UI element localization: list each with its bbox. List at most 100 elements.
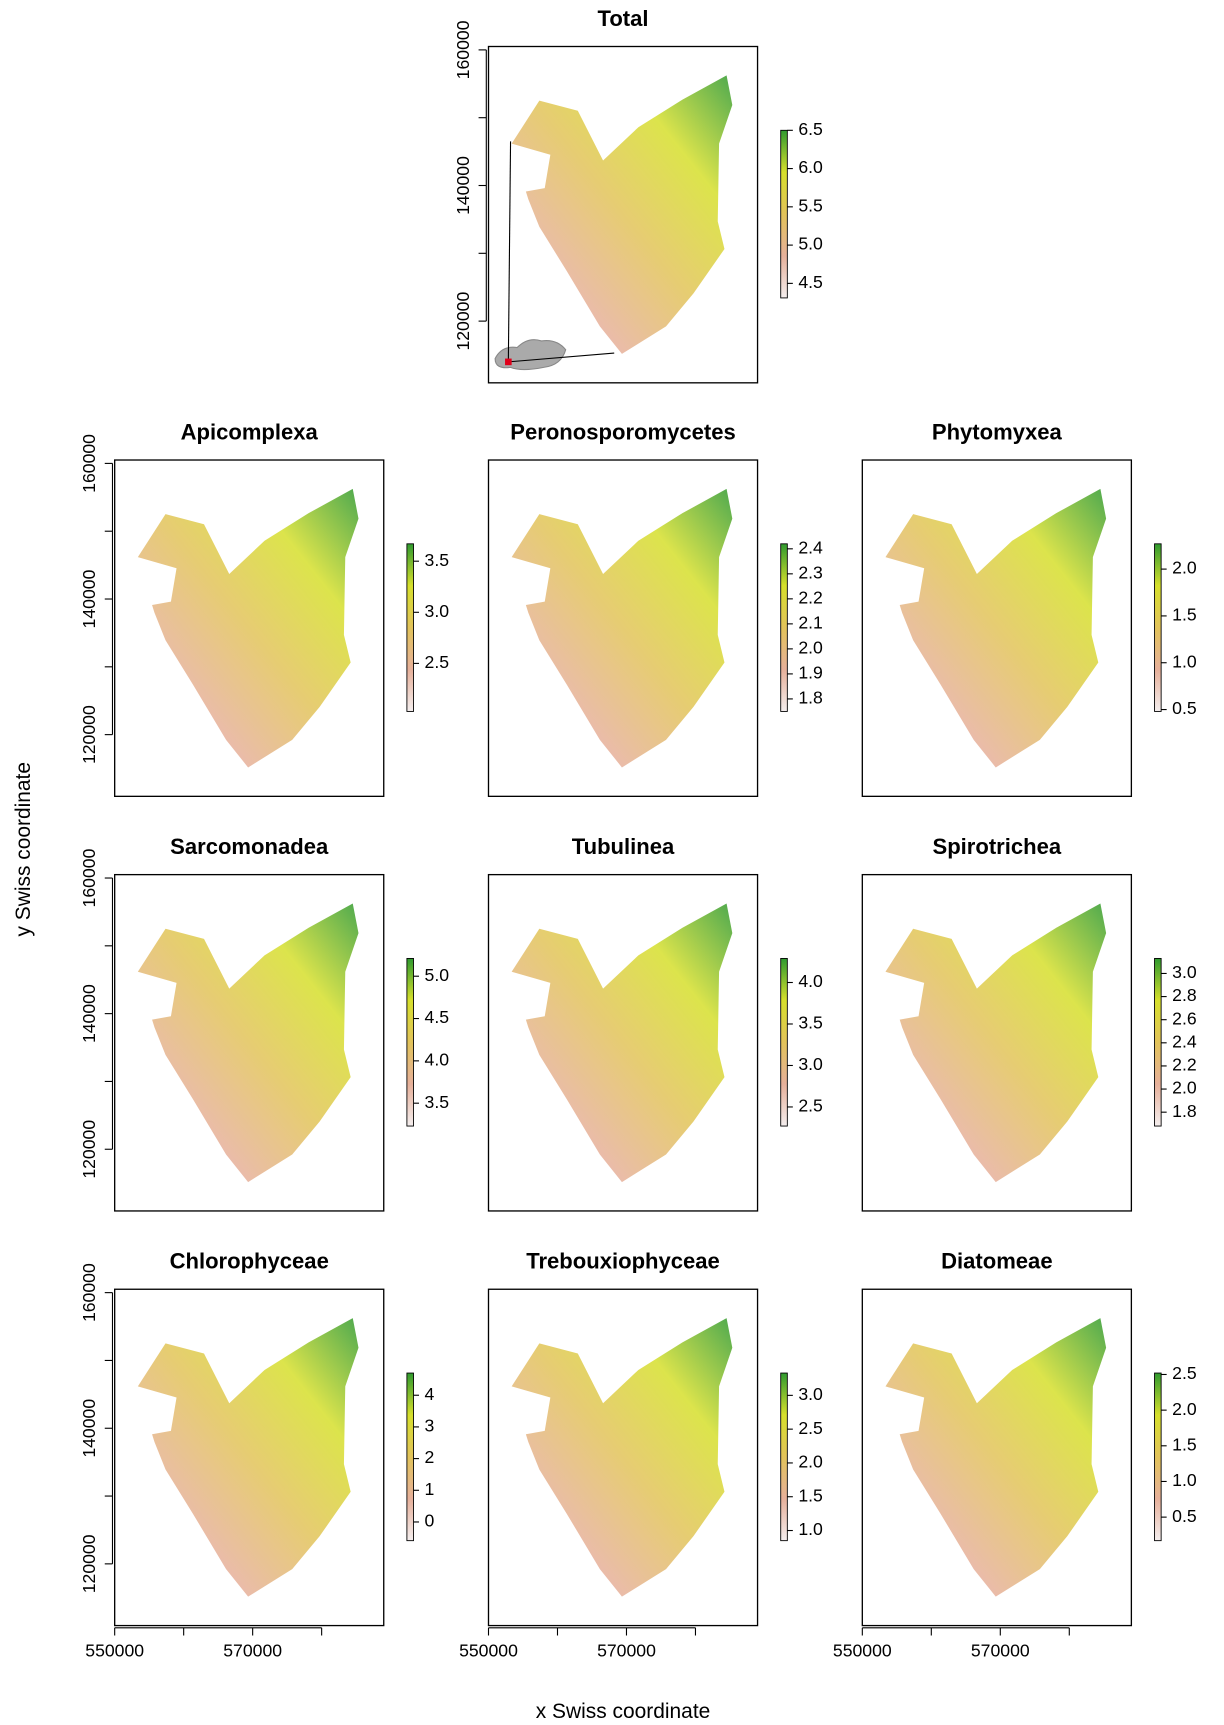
colorbar-tick-label: 3.0 bbox=[1172, 962, 1197, 982]
x-tick-label: 570000 bbox=[971, 1641, 1030, 1661]
colorbar-tick-label: 2 bbox=[425, 1447, 435, 1467]
x-tick-label: 570000 bbox=[223, 1641, 282, 1661]
y-tick-label: 120000 bbox=[79, 705, 99, 764]
colorbar-tick-label: 2.8 bbox=[1172, 985, 1197, 1005]
colorbar-tick-label: 2.5 bbox=[1172, 1363, 1197, 1383]
colorbar-tick-label: 1.5 bbox=[798, 1485, 823, 1505]
panel-title: Phytomyxea bbox=[932, 419, 1063, 444]
colorbar-tick-label: 2.0 bbox=[1172, 558, 1197, 578]
colorbar bbox=[1155, 1373, 1162, 1541]
colorbar-tick-label: 1.0 bbox=[798, 1519, 823, 1539]
x-tick-label: 550000 bbox=[459, 1641, 518, 1661]
colorbar-tick-label: 4.5 bbox=[798, 272, 823, 292]
colorbar-tick-label: 4 bbox=[425, 1384, 435, 1404]
colorbar-tick-label: 2.5 bbox=[425, 652, 450, 672]
page: {"figure": {"xlabel": "x Swiss coordinat… bbox=[0, 0, 1224, 1725]
colorbar-tick-label: 1.9 bbox=[798, 663, 823, 683]
colorbar-tick-label: 0.5 bbox=[1172, 698, 1197, 718]
map-raster bbox=[138, 904, 359, 1183]
y-tick-label: 160000 bbox=[79, 1263, 99, 1322]
x-tick-label: 550000 bbox=[833, 1641, 892, 1661]
colorbar-tick-label: 3 bbox=[425, 1416, 435, 1436]
map-raster bbox=[138, 489, 359, 768]
colorbar bbox=[781, 130, 788, 298]
colorbar-tick-label: 1.5 bbox=[1172, 605, 1197, 625]
y-tick-label: 140000 bbox=[79, 1399, 99, 1458]
colorbar-tick-label: 6.5 bbox=[798, 119, 823, 139]
panel-title: Tubulinea bbox=[572, 834, 675, 859]
y-tick-label: 160000 bbox=[453, 20, 473, 79]
colorbar-tick-label: 2.0 bbox=[1172, 1078, 1197, 1098]
map-raster bbox=[885, 904, 1106, 1183]
colorbar-tick-label: 5.5 bbox=[798, 195, 823, 215]
colorbar-tick-label: 1.0 bbox=[1172, 1470, 1197, 1490]
colorbar-tick-label: 1.0 bbox=[1172, 651, 1197, 671]
colorbar-tick-label: 6.0 bbox=[798, 157, 823, 177]
colorbar-tick-label: 1 bbox=[425, 1479, 435, 1499]
y-tick-label: 140000 bbox=[79, 569, 99, 628]
colorbar-tick-label: 2.1 bbox=[798, 613, 823, 633]
panel-title: Chlorophyceae bbox=[170, 1249, 329, 1274]
colorbar-tick-label: 2.5 bbox=[798, 1418, 823, 1438]
map-raster bbox=[512, 904, 733, 1183]
panel-title: Peronosporomycetes bbox=[510, 419, 735, 444]
colorbar bbox=[407, 958, 414, 1126]
colorbar-tick-label: 4.0 bbox=[425, 1050, 450, 1070]
map-raster bbox=[512, 75, 733, 354]
colorbar bbox=[781, 958, 788, 1126]
x-axis-title: x Swiss coordinate bbox=[536, 1700, 711, 1723]
colorbar-tick-label: 2.4 bbox=[1172, 1031, 1197, 1051]
map-raster bbox=[512, 489, 733, 768]
panel-title: Apicomplexa bbox=[181, 419, 319, 444]
y-tick-label: 120000 bbox=[79, 1534, 99, 1593]
y-tick-label: 140000 bbox=[453, 156, 473, 215]
colorbar bbox=[1155, 544, 1162, 712]
y-tick-label: 120000 bbox=[453, 292, 473, 351]
colorbar-tick-label: 0.5 bbox=[1172, 1506, 1197, 1526]
map-raster bbox=[885, 1318, 1106, 1597]
colorbar-tick-label: 2.4 bbox=[798, 537, 823, 557]
y-tick-label: 160000 bbox=[79, 434, 99, 493]
map-raster bbox=[512, 1318, 733, 1597]
colorbar-tick-label: 2.0 bbox=[1172, 1399, 1197, 1419]
colorbar-tick-label: 4.5 bbox=[425, 1007, 450, 1027]
colorbar-tick-label: 1.8 bbox=[798, 688, 823, 708]
x-tick-label: 570000 bbox=[597, 1641, 656, 1661]
inset-highlight bbox=[505, 359, 512, 366]
y-tick-label: 120000 bbox=[79, 1120, 99, 1179]
colorbar-tick-label: 5.0 bbox=[798, 234, 823, 254]
panel-title: Sarcomonadea bbox=[170, 834, 329, 859]
colorbar-tick-label: 1.8 bbox=[1172, 1101, 1197, 1121]
colorbar-tick-label: 2.5 bbox=[798, 1096, 823, 1116]
colorbar-tick-label: 2.2 bbox=[798, 588, 823, 608]
inset-connector bbox=[508, 141, 510, 362]
figure: x Swiss coordinate y Swiss coordinate To… bbox=[0, 0, 1224, 1725]
colorbar-tick-label: 3.0 bbox=[798, 1054, 823, 1074]
colorbar-tick-label: 2.0 bbox=[798, 1452, 823, 1472]
y-tick-label: 140000 bbox=[79, 984, 99, 1043]
colorbar bbox=[407, 544, 414, 712]
colorbar-tick-label: 3.5 bbox=[425, 1092, 450, 1112]
panel-title: Diatomeae bbox=[941, 1249, 1053, 1274]
colorbar-tick-label: 2.3 bbox=[798, 562, 823, 582]
colorbar-tick-label: 2.6 bbox=[1172, 1008, 1197, 1028]
panel-title: Trebouxiophyceae bbox=[526, 1249, 720, 1274]
colorbar bbox=[1155, 958, 1162, 1126]
colorbar-tick-label: 4.0 bbox=[798, 971, 823, 991]
colorbar-tick-label: 2.0 bbox=[798, 638, 823, 658]
panel-title: Spirotrichea bbox=[933, 834, 1062, 859]
map-raster bbox=[885, 489, 1106, 768]
colorbar-tick-label: 2.2 bbox=[1172, 1055, 1197, 1075]
map-raster bbox=[138, 1318, 359, 1597]
panel-title: Total bbox=[598, 6, 649, 31]
x-tick-label: 550000 bbox=[85, 1641, 144, 1661]
colorbar-tick-label: 1.5 bbox=[1172, 1434, 1197, 1454]
colorbar bbox=[407, 1373, 414, 1541]
colorbar-tick-label: 3.5 bbox=[425, 550, 450, 570]
y-axis-title: y Swiss coordinate bbox=[12, 762, 35, 937]
colorbar-tick-label: 0 bbox=[425, 1511, 435, 1531]
colorbar bbox=[781, 1373, 788, 1541]
colorbar-tick-label: 3.5 bbox=[798, 1013, 823, 1033]
y-tick-label: 160000 bbox=[79, 848, 99, 907]
colorbar-tick-label: 3.0 bbox=[798, 1384, 823, 1404]
